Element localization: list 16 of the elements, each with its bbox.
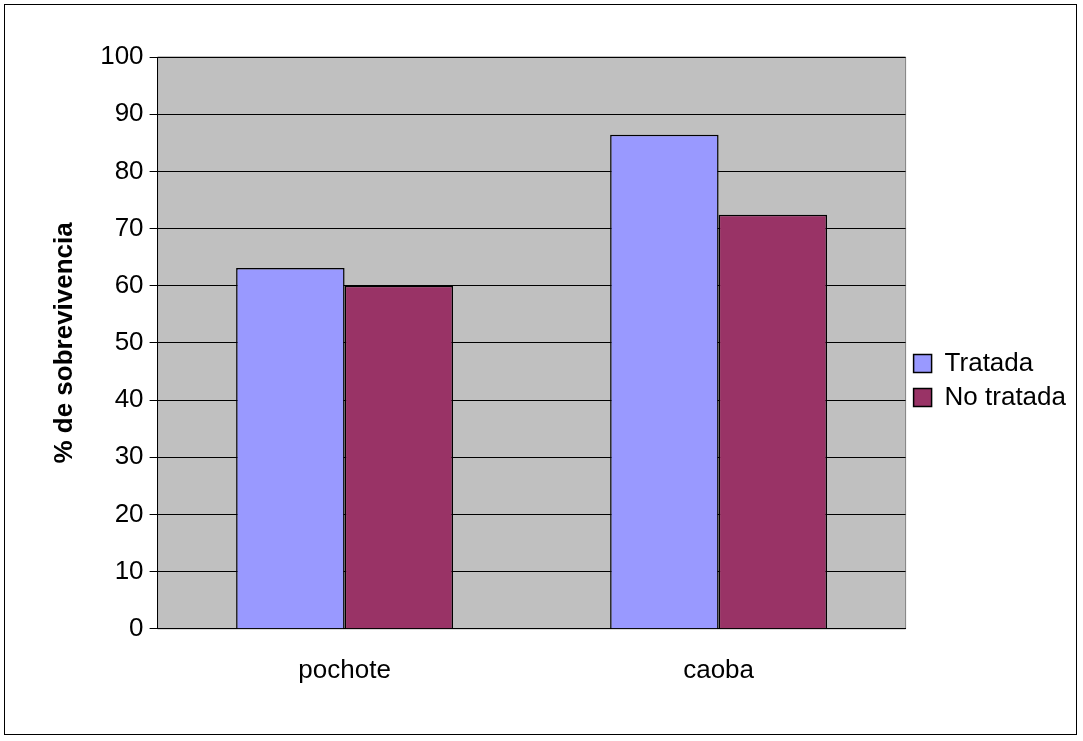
y-tick-label: 100 xyxy=(100,40,144,71)
y-tick-label: 0 xyxy=(129,611,144,642)
y-tick-label: 80 xyxy=(114,154,144,185)
legend-label: No tratada xyxy=(944,380,1067,411)
y-tick-label: 40 xyxy=(114,383,144,414)
x-tick-label: pochote xyxy=(298,653,391,684)
y-tick-label: 90 xyxy=(114,97,144,128)
legend-label: Tratada xyxy=(944,346,1034,377)
y-axis-title: % de sobrevivencia xyxy=(47,221,78,464)
y-tick-label: 20 xyxy=(114,497,144,528)
y-tick-label: 10 xyxy=(114,554,144,585)
y-tick-label: 70 xyxy=(114,211,144,242)
y-tick-label: 30 xyxy=(114,440,144,471)
y-tick-label: 60 xyxy=(114,268,144,299)
y-tick-label: 50 xyxy=(114,326,144,357)
x-tick-label: caoba xyxy=(683,653,755,684)
